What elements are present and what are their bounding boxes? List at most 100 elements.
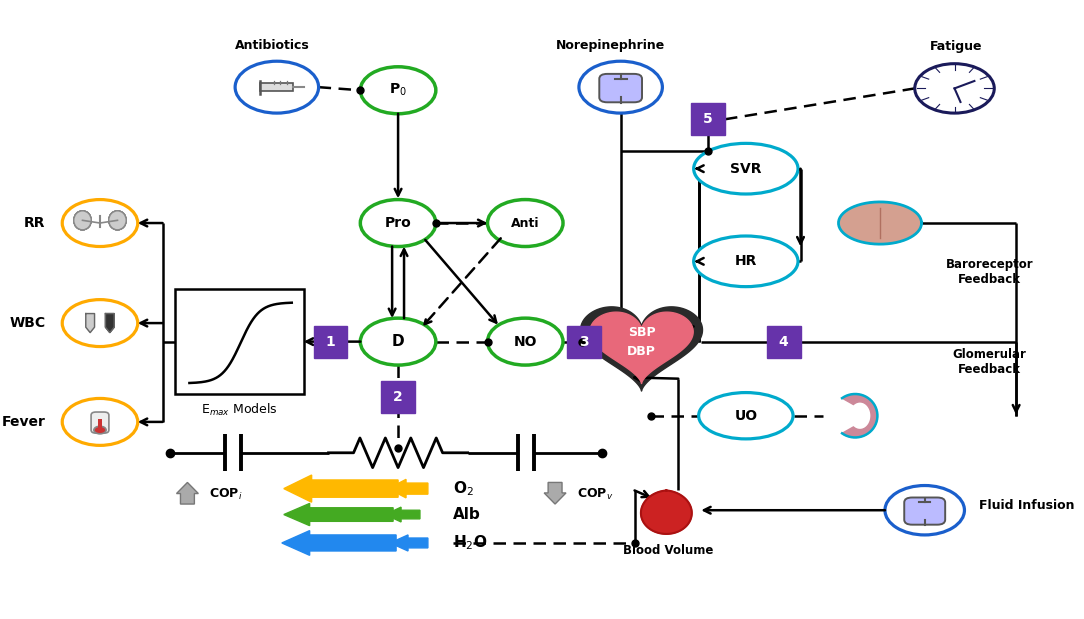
Polygon shape [842,394,877,438]
Text: NO: NO [514,335,537,348]
Text: Antibiotics: Antibiotics [234,38,309,51]
Ellipse shape [694,144,798,194]
FancyArrow shape [390,535,428,551]
FancyArrowPatch shape [425,238,501,324]
FancyArrowPatch shape [141,320,163,326]
FancyArrow shape [284,503,393,526]
Circle shape [62,300,138,347]
Text: 3: 3 [579,335,589,348]
FancyArrowPatch shape [621,324,694,335]
FancyArrowPatch shape [634,374,679,381]
Polygon shape [581,307,702,391]
Polygon shape [839,202,921,244]
FancyBboxPatch shape [599,74,642,102]
Polygon shape [105,314,114,332]
Text: Fatigue: Fatigue [930,40,983,53]
FancyArrowPatch shape [697,258,704,265]
Circle shape [360,199,436,246]
FancyArrow shape [385,507,420,522]
Ellipse shape [108,211,126,230]
Circle shape [62,199,138,246]
Text: Anti: Anti [511,217,540,230]
FancyArrowPatch shape [697,165,704,172]
Ellipse shape [74,211,91,230]
Circle shape [579,61,662,113]
Text: H$_2$O: H$_2$O [453,534,487,552]
Ellipse shape [74,211,91,230]
Ellipse shape [74,211,91,230]
Text: DBP: DBP [627,345,656,358]
FancyArrowPatch shape [634,490,649,497]
Text: D: D [391,334,404,349]
Text: SVR: SVR [731,162,762,176]
FancyBboxPatch shape [313,326,347,358]
Text: Baroreceptor
Feedback: Baroreceptor Feedback [945,259,1033,287]
Circle shape [360,318,436,365]
Circle shape [235,61,319,113]
Ellipse shape [108,211,126,230]
FancyArrow shape [388,479,428,498]
FancyArrow shape [282,530,396,555]
FancyBboxPatch shape [692,103,725,136]
Text: Blood Volume: Blood Volume [623,544,713,557]
Text: Fever: Fever [1,415,46,429]
Text: UO: UO [734,409,758,423]
Text: 5: 5 [704,112,713,126]
Ellipse shape [74,211,91,230]
Text: COP$_i$: COP$_i$ [209,487,243,503]
Text: Fluid Infusion: Fluid Infusion [979,499,1075,512]
Text: 4: 4 [778,335,788,348]
Circle shape [360,67,436,114]
FancyBboxPatch shape [904,498,945,525]
Polygon shape [86,314,94,332]
FancyArrowPatch shape [401,249,408,318]
FancyArrowPatch shape [436,220,485,227]
Text: Glomerular
Feedback: Glomerular Feedback [953,348,1027,376]
FancyArrow shape [544,482,566,504]
FancyArrowPatch shape [704,507,885,514]
FancyBboxPatch shape [175,289,304,394]
FancyArrow shape [284,475,398,502]
Text: 1: 1 [325,335,335,348]
FancyBboxPatch shape [260,83,294,91]
FancyArrowPatch shape [141,220,163,227]
Text: Alb: Alb [453,507,480,522]
FancyBboxPatch shape [98,419,102,429]
Polygon shape [641,490,692,534]
Text: 2: 2 [393,390,403,404]
FancyBboxPatch shape [91,412,108,433]
Text: SBP: SBP [628,326,656,339]
Ellipse shape [108,211,126,230]
Text: WBC: WBC [9,316,46,330]
Text: HR: HR [735,254,757,268]
Circle shape [488,318,563,365]
FancyArrowPatch shape [1012,405,1019,412]
FancyBboxPatch shape [382,381,415,413]
Ellipse shape [108,211,126,230]
FancyArrowPatch shape [797,169,804,244]
Text: Norepinephrine: Norepinephrine [556,38,666,51]
Text: O$_2$: O$_2$ [453,479,474,498]
FancyArrowPatch shape [425,240,496,322]
FancyBboxPatch shape [567,326,601,358]
Circle shape [62,399,138,446]
Text: COP$_v$: COP$_v$ [577,487,614,503]
Ellipse shape [74,211,91,230]
Ellipse shape [108,211,126,230]
Text: RR: RR [24,216,46,230]
Circle shape [94,426,106,434]
Circle shape [915,64,994,113]
FancyArrowPatch shape [307,338,360,345]
Ellipse shape [694,236,798,287]
FancyArrow shape [177,482,198,504]
Text: E$_{max}$ Models: E$_{max}$ Models [201,402,278,418]
FancyBboxPatch shape [766,326,800,358]
Circle shape [488,199,563,246]
FancyArrowPatch shape [389,246,396,315]
Text: Pro: Pro [385,216,412,230]
Ellipse shape [699,392,793,439]
Polygon shape [590,312,693,384]
FancyArrowPatch shape [141,418,163,425]
Text: P$_0$: P$_0$ [389,82,406,98]
Circle shape [885,485,965,535]
